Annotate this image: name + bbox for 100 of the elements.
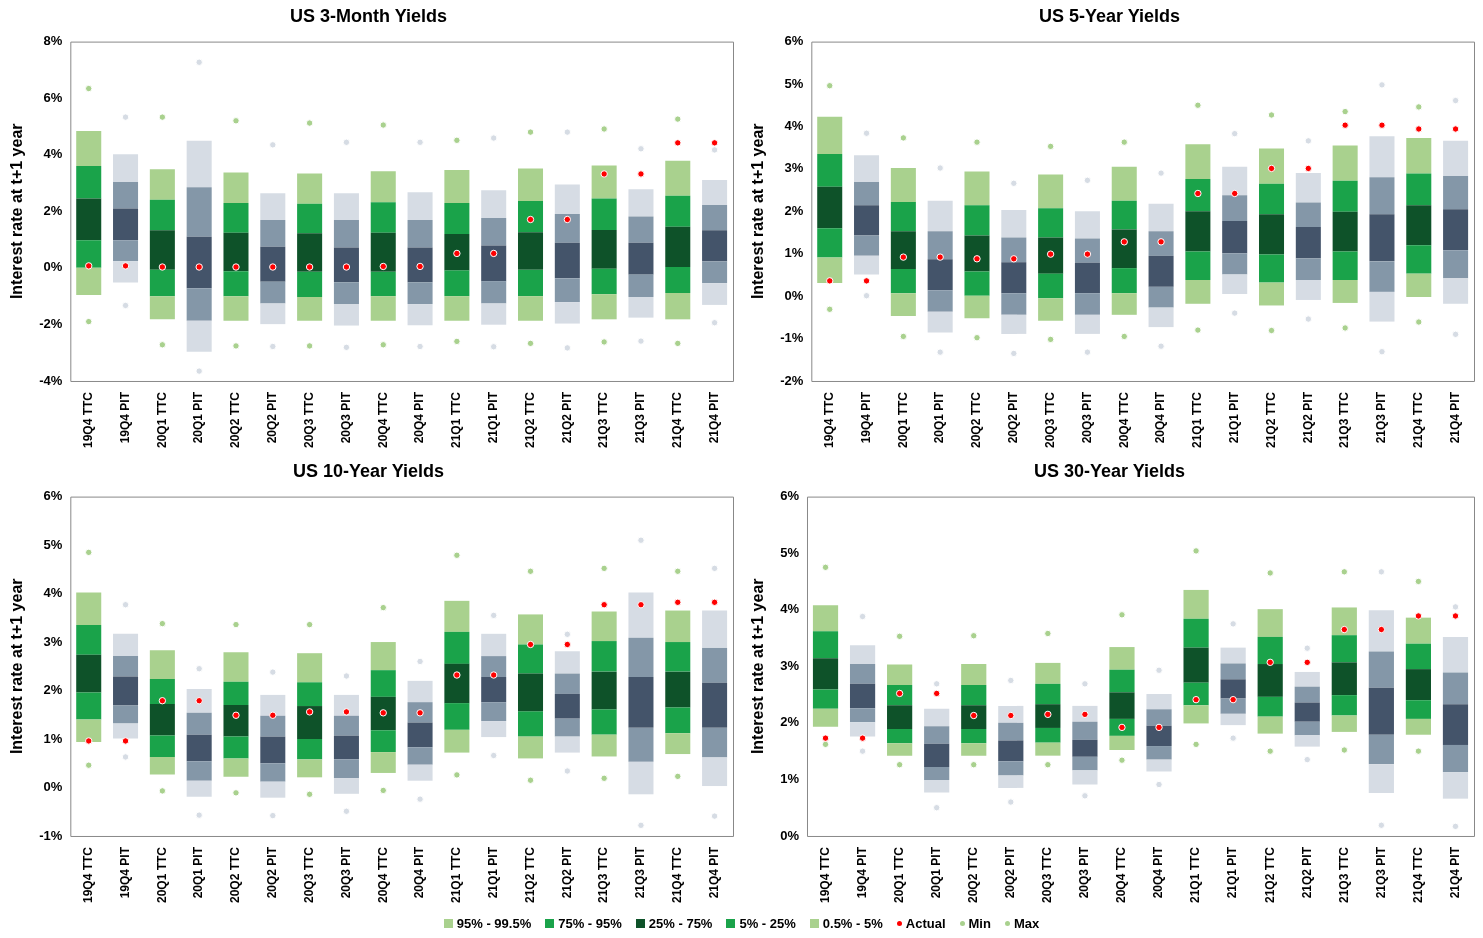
bar [1294,702,1320,722]
bar [1442,704,1469,745]
bar [333,247,359,283]
point [526,640,535,649]
point [1046,250,1055,258]
x-tick-label: 20Q4 TTC [1114,846,1129,903]
y-axis-title: Interest rate at t+1 year [8,578,26,755]
legend-label: 75% - 95% [558,915,622,931]
bar [223,232,249,272]
point [1340,625,1348,634]
bar [998,740,1024,762]
bar [1109,692,1135,719]
bar [186,236,212,289]
bar [554,693,580,719]
x-tick-label: 20Q1 PIT [932,391,947,444]
x-tick-label: 20Q3 PIT [338,846,353,899]
bar [1146,725,1172,747]
x-tick-label: 19Q4 TTC [81,846,96,903]
x-tick-label: 20Q3 TTC [301,391,316,448]
y-tick-label: 2% [780,714,800,730]
y-tick-label: -1% [39,827,63,843]
bar [890,231,916,269]
bar [1368,687,1394,735]
x-tick-label: 21Q1 TTC [449,846,464,903]
y-tick-label: 6% [780,488,800,504]
bar [1035,704,1061,728]
x-tick-label: 20Q1 TTC [895,391,910,448]
x-tick-label: 20Q1 PIT [191,391,206,444]
x-tick-label: 21Q2 PIT [559,391,574,444]
point [973,255,981,263]
point [305,708,314,716]
bar [1038,237,1064,274]
bar [113,208,139,241]
y-tick-label: 4% [43,585,63,601]
point [453,671,461,679]
y-tick-label: 5% [43,536,63,552]
bar [812,658,839,690]
x-tick-label: 19Q4 PIT [117,846,132,899]
y-tick-label: 6% [784,33,804,49]
point [637,170,645,178]
legend-label: 25% - 75% [648,915,713,931]
y-tick-label: 0% [43,259,63,275]
point [490,249,498,258]
point [232,711,240,719]
x-tick-label: 20Q1 TTC [891,846,906,903]
x-tick-label: 19Q4 PIT [854,846,869,899]
y-tick-label: 4% [780,601,800,617]
bar [1001,262,1027,294]
x-tick-label: 21Q3 TTC [1336,846,1351,903]
x-tick-label: 19Q4 TTC [81,391,96,448]
bar [1072,739,1098,757]
bar [481,245,507,282]
point [1377,625,1386,634]
x-tick-label: 21Q4 TTC [670,391,685,448]
x-tick-label: 21Q3 TTC [596,846,611,903]
x-tick-label: 20Q2 PIT [1003,846,1018,899]
legend-label: 0.5% - 5% [822,915,883,931]
x-tick-label: 20Q2 TTC [966,846,981,903]
x-tick-label: 21Q2 PIT [559,846,574,899]
y-tick-label: 3% [43,633,63,649]
bar [665,226,691,268]
bar [76,198,102,241]
bar [407,722,433,748]
bar [297,233,323,272]
y-tick-label: -1% [780,330,804,346]
point [269,711,277,719]
point [379,262,387,271]
point [674,139,682,147]
legend-label: 95% - 99.5% [456,915,532,931]
point [1266,658,1274,667]
y-tick-label: 5% [784,75,804,91]
bar [1331,662,1357,696]
point [1341,121,1349,129]
x-tick-label: 21Q1 PIT [1225,846,1240,899]
x-tick-label: 20Q2 PIT [265,391,280,444]
bar [1332,211,1358,252]
y-tick-label: 6% [43,488,63,504]
point [232,263,240,271]
legend-label: Actual [905,915,946,931]
bar [1259,214,1285,255]
point [1231,189,1239,198]
x-tick-label: 21Q1 TTC [1190,391,1205,448]
x-tick-label: 20Q3 PIT [1079,391,1094,444]
x-tick-label: 19Q4 TTC [822,391,837,448]
bar [113,676,139,706]
x-tick-label: 19Q4 PIT [117,391,132,444]
x-tick-label: 21Q2 PIT [1299,846,1314,899]
x-tick-label: 20Q4 TTC [1116,391,1131,448]
bar [370,696,396,731]
x-tick-label: 21Q2 PIT [1300,391,1315,444]
point [1155,723,1163,732]
x-tick-label: 20Q3 PIT [1077,846,1092,899]
x-tick-label: 21Q3 TTC [1337,391,1352,448]
point [121,737,130,745]
point [1229,695,1237,704]
point [453,249,461,258]
y-tick-label: 2% [43,202,63,218]
point [379,709,387,717]
bar [702,682,728,728]
x-tick-label: 20Q4 PIT [412,846,427,899]
